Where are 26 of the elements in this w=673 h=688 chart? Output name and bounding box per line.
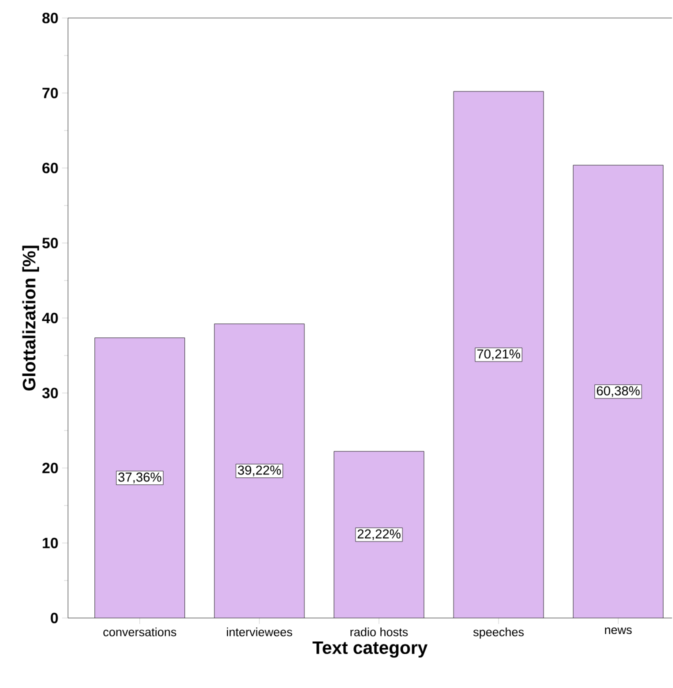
data-label: 39,22% (238, 466, 281, 476)
data-label: 22,22% (358, 529, 400, 540)
x-axis-title: Text category (312, 642, 428, 658)
y-tick-label: 60 (42, 162, 58, 174)
x-tick-label: speeches (473, 628, 524, 639)
bar (454, 91, 544, 618)
bar (572, 164, 664, 618)
data-label: 70,21% (477, 349, 520, 360)
x-tick-label: conversations (103, 628, 176, 636)
x-tick-label: interviewees (226, 628, 292, 636)
y-tick-label: 20 (42, 462, 58, 474)
y-tick-label: 10 (42, 538, 58, 548)
bar (214, 324, 304, 618)
bar (334, 451, 424, 618)
x-tick-label: radio hosts (350, 628, 408, 636)
data-label: 37,36% (118, 472, 162, 484)
y-axis-title: Glottalization [%] (22, 246, 40, 390)
y-tick-label: 0 (50, 612, 58, 624)
x-tick-label: news (605, 628, 632, 634)
y-tick-label: 80 (42, 12, 58, 24)
y-tick-label: 50 (42, 238, 58, 248)
bar (94, 338, 185, 618)
y-tick-label: 70 (42, 88, 58, 98)
y-tick-label: 30 (42, 388, 58, 398)
y-tick-label: 40 (42, 312, 58, 324)
data-label: 60,38% (596, 386, 640, 397)
